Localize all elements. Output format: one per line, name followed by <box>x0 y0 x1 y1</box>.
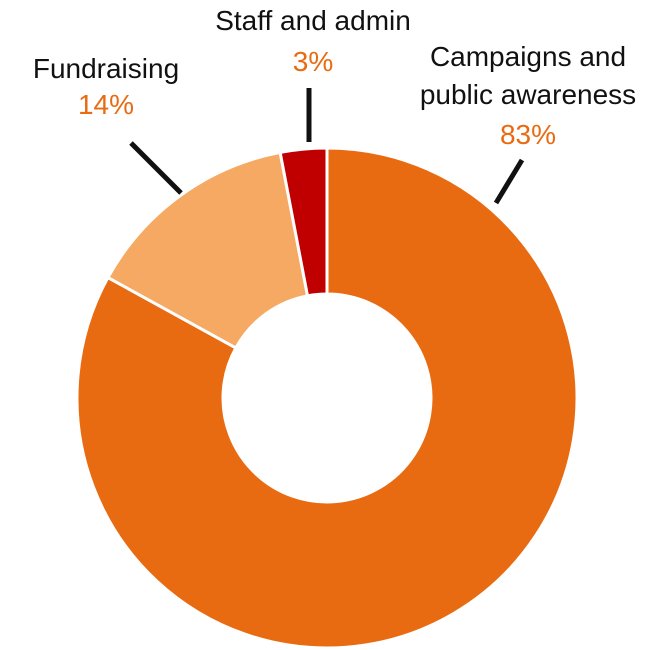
slice-fundraising <box>106 150 310 350</box>
label-staff-name: Staff and admin <box>215 5 411 36</box>
label-campaigns-value: 83% <box>500 119 556 150</box>
label-campaigns-name-line1: Campaigns and <box>430 41 626 72</box>
leader-line-fundraising <box>129 141 183 195</box>
slice-campaigns <box>75 146 579 650</box>
leader-line-campaigns <box>493 158 525 205</box>
label-staff-value: 3% <box>293 46 333 77</box>
slice-staff <box>278 146 329 298</box>
donut-slices <box>75 146 579 650</box>
label-campaigns-name-line2: public awareness <box>420 79 636 110</box>
label-fundraising-value: 14% <box>78 89 134 120</box>
label-fundraising-name: Fundraising <box>33 53 179 84</box>
